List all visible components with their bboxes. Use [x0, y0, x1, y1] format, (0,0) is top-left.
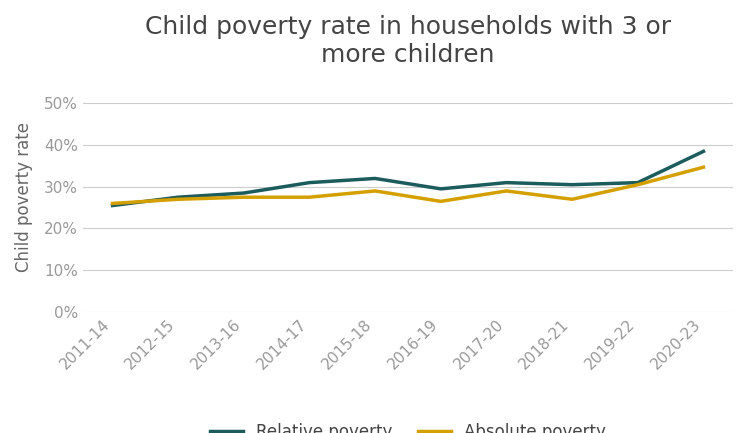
Absolute poverty: [568, 197, 577, 202]
Relative poverty: [502, 180, 511, 185]
Absolute poverty: [305, 194, 314, 200]
Absolute poverty: [699, 165, 708, 170]
Legend: Relative poverty, Absolute poverty: Relative poverty, Absolute poverty: [203, 416, 613, 433]
Absolute poverty: [174, 197, 183, 202]
Absolute poverty: [436, 199, 445, 204]
Line: Relative poverty: Relative poverty: [112, 152, 703, 206]
Absolute poverty: [108, 201, 117, 206]
Relative poverty: [568, 182, 577, 187]
Absolute poverty: [502, 188, 511, 194]
Relative poverty: [371, 176, 380, 181]
Relative poverty: [174, 194, 183, 200]
Title: Child poverty rate in households with 3 or
more children: Child poverty rate in households with 3 …: [145, 15, 671, 67]
Relative poverty: [108, 203, 117, 208]
Relative poverty: [699, 149, 708, 154]
Y-axis label: Child poverty rate: Child poverty rate: [15, 122, 33, 272]
Relative poverty: [634, 180, 643, 185]
Line: Absolute poverty: Absolute poverty: [112, 167, 703, 204]
Relative poverty: [239, 191, 248, 196]
Relative poverty: [436, 186, 445, 191]
Absolute poverty: [239, 194, 248, 200]
Relative poverty: [305, 180, 314, 185]
Absolute poverty: [371, 188, 380, 194]
Absolute poverty: [634, 182, 643, 187]
